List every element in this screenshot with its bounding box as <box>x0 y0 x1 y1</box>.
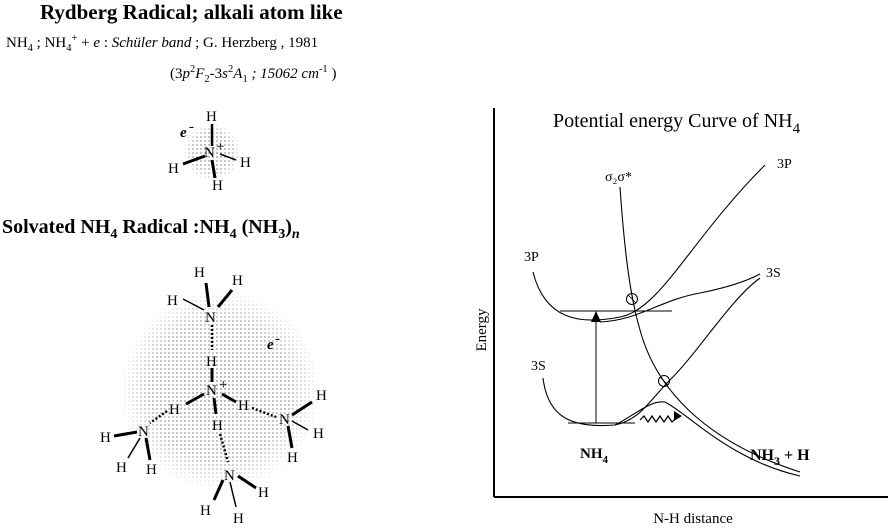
atom-h: H <box>206 354 217 370</box>
atom-h: H <box>194 265 205 281</box>
crossing-point-lower <box>658 375 670 387</box>
hydrogen-bond <box>218 433 230 463</box>
solvated-cluster: H H H N H N + H H H N H H H N <box>100 265 327 527</box>
repulsive-curve <box>619 186 801 473</box>
bond <box>113 430 138 438</box>
atom-h: H <box>212 178 223 194</box>
bond <box>182 154 206 166</box>
potential-energy-graph: Potential energy Curve of NH4 Energy N-H… <box>474 108 888 527</box>
atom-h: H <box>167 293 178 309</box>
atom-h: H <box>240 155 251 171</box>
bond <box>291 400 313 417</box>
atom-n: N <box>205 310 216 326</box>
atom-h: H <box>100 430 111 446</box>
reference: ; G. Herzberg , 1981 <box>191 35 319 51</box>
curve-3p <box>532 164 766 321</box>
page-title: Rydberg Radical; alkali atom like <box>40 0 343 24</box>
atom-h: H <box>146 462 157 478</box>
curve-3s-upper <box>599 273 761 323</box>
electron-label: e <box>180 125 187 141</box>
svg-text:-: - <box>275 331 280 347</box>
atom-h: H <box>169 402 180 418</box>
bond <box>291 420 309 431</box>
bond <box>237 474 257 490</box>
crossing-point-upper <box>626 293 638 305</box>
wavy-arrow <box>639 414 677 424</box>
atom-h: H <box>287 450 298 466</box>
atom-h: H <box>258 485 269 501</box>
bond <box>204 282 211 308</box>
x-axis-label: N-H distance <box>653 511 733 527</box>
charge: + <box>216 139 224 155</box>
atom-n: N <box>204 145 215 161</box>
atom-n-center: N <box>206 383 217 399</box>
label-nh4: NH4 <box>580 446 609 466</box>
band-name: Schüler band <box>111 35 192 51</box>
atom-h: H <box>313 426 324 442</box>
atom-h: H <box>200 503 211 519</box>
atom-n: N <box>224 468 235 484</box>
label-3s-right: 3S <box>766 266 781 281</box>
charge: + <box>219 377 227 393</box>
bond <box>221 392 237 404</box>
nh4-formula: NH4 <box>6 35 33 54</box>
bond <box>212 479 225 501</box>
bond <box>182 298 205 311</box>
atom-h: H <box>206 109 217 125</box>
curve-3s-lower <box>542 277 761 427</box>
sigma-label: σ₂σ* <box>605 170 632 185</box>
atom-h: H <box>238 398 249 414</box>
label-nh3-h: NH3 + H <box>750 447 810 468</box>
label-3p-left: 3P <box>524 250 539 265</box>
atom-h: H <box>233 511 244 527</box>
bond <box>127 437 141 459</box>
label-3s-left: 3S <box>531 359 546 374</box>
hydrogen-bond <box>251 406 277 419</box>
solvated-title: Solvated NH4 Radical :NH4 (NH3)n <box>2 216 300 242</box>
bond <box>212 397 218 415</box>
graph-title: Potential energy Curve of NH4 <box>553 110 801 137</box>
curve-ground <box>614 401 801 477</box>
atom-h: H <box>116 460 127 476</box>
hydrogen-bond <box>149 409 168 425</box>
bond <box>229 481 237 508</box>
nh4plus-formula: NH4+ <box>44 33 78 54</box>
atom-n: N <box>138 424 149 440</box>
electron-label: e <box>267 337 274 353</box>
atom-h: H <box>316 388 327 404</box>
bond <box>185 392 205 406</box>
svg-text:-: - <box>189 119 194 135</box>
bond <box>219 153 237 161</box>
bond <box>286 425 294 449</box>
atom-n: N <box>279 412 290 428</box>
electron-symbol: e <box>93 35 101 51</box>
bond <box>210 159 217 179</box>
transition-line: (3p2F2-3s2A1 ; 15062 cm-1 ) <box>170 64 337 85</box>
label-3p-right: 3P <box>777 157 792 172</box>
nh4-molecule: H N + H H H e - <box>168 109 251 194</box>
atom-h: H <box>168 161 179 177</box>
atom-h: H <box>232 273 243 289</box>
y-axis-label: Energy <box>474 308 490 352</box>
atom-h: H <box>212 418 223 434</box>
bond <box>144 437 152 461</box>
reaction-line: NH4 ; NH4+ + e : Schüler band ; G. Herzb… <box>6 33 319 54</box>
bond <box>216 289 234 308</box>
arrow-head <box>591 311 601 322</box>
